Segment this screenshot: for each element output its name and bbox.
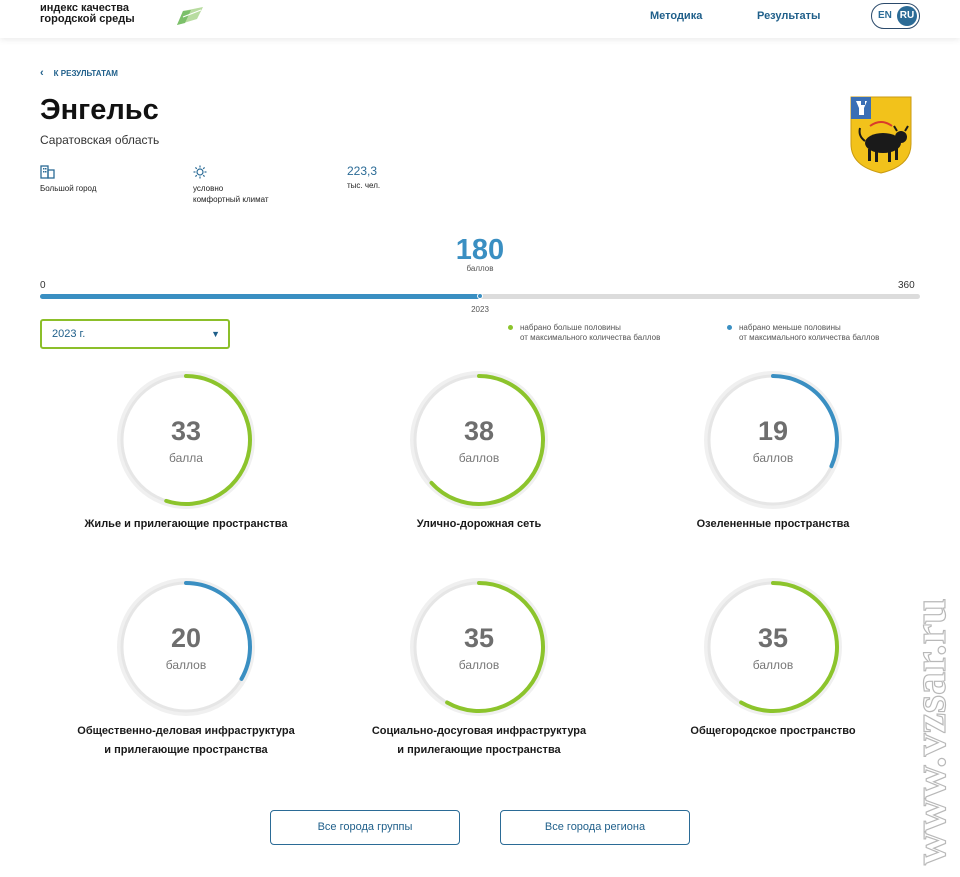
watermark: www.vzsar.ru [905,598,956,866]
category-label-line-1: Озелененные пространства [696,518,850,530]
top-header: индекс качества городской среды Методика… [0,0,960,38]
fact-city-size-label: Большой город [40,184,97,193]
legend-less-line-1: набрано меньше половины [739,323,841,332]
fact-population: 223,3 тыс. чел. [347,164,381,191]
category-label-line-1: Общегородское пространство [690,725,856,737]
city-title: Энгельс [40,94,159,126]
legend-less-than-half: набрано меньше половины от максимального… [727,323,879,343]
ring-arc [184,581,252,681]
legend-dot-blue [727,325,732,330]
category-label-business: Общественно-деловая инфраструктура и при… [46,722,326,760]
legend-dot-green [508,325,513,330]
legend-less-line-2: от максимального количества баллов [739,333,880,342]
category-label-citywide: Общегородское пространство [633,722,913,741]
logo-leaf-icon [177,7,203,25]
region-name: Саратовская область [40,133,160,147]
legend-more-line-2: от максимального количества баллов [520,333,661,342]
lang-ru[interactable]: RU [897,6,917,26]
category-ring-streets[interactable]: 38 баллов [409,370,549,510]
logo-line-1: индекс качества [40,2,129,14]
ring-arc [429,374,545,506]
fact-climate: условно комфортный климат [193,165,269,205]
building-icon [40,165,97,181]
category-label-green: Озелененные пространства [633,515,913,534]
logo-line-2: городской среды [40,13,135,25]
ring-gauge [410,578,548,716]
category-unit: баллов [165,658,207,672]
category-unit: баллов [458,451,500,465]
ring-gauge [117,578,255,716]
scale-min: 0 [40,280,46,291]
ring-arc [771,374,839,469]
ring-gauge [704,578,842,716]
ring-gauge [704,371,842,509]
chevron-left-icon: ‹ [40,67,44,79]
category-unit: баллов [752,658,794,672]
category-label-housing: Жилье и прилегающие пространства [46,515,326,534]
nav-results[interactable]: Результаты [757,10,821,22]
scale-max: 360 [898,280,915,291]
category-score: 38 [463,416,495,446]
caret-down-icon: ▼ [211,329,220,339]
category-ring-leisure[interactable]: 35 баллов [409,577,549,717]
category-ring-green[interactable]: 19 баллов [703,370,843,510]
all-group-cities-button[interactable]: Все города группы [270,810,460,845]
ring-gauge [410,371,548,509]
nav-method[interactable]: Методика [650,10,703,22]
population-unit: тыс. чел. [347,181,381,190]
category-score: 35 [463,623,495,653]
category-label-line-1: Жилье и прилегающие пространства [84,518,288,530]
category-score: 20 [170,623,202,653]
total-progress-bar [40,293,920,299]
category-label-line-1: Социально-досуговая инфраструктура [371,725,587,737]
fact-city-size: Большой город [40,165,97,194]
category-score: 35 [757,623,789,653]
category-ring-citywide[interactable]: 35 баллов [703,577,843,717]
ring-arc [164,374,252,506]
total-progress-fill [40,294,480,299]
ring-arc [445,581,545,713]
sun-icon [193,165,269,181]
category-score: 19 [757,416,789,446]
fact-climate-line-1: условно [193,184,224,193]
population-value: 223,3 [347,164,378,178]
city-emblem [850,96,912,174]
fact-climate-line-2: комфортный климат [193,195,269,204]
back-to-results-link[interactable]: ‹ К РЕЗУЛЬТАТАМ [40,67,118,79]
total-progress-marker [477,293,483,299]
category-label-line-1: Улично-дорожная сеть [416,518,542,530]
category-label-line-1: Общественно-деловая инфраструктура [77,725,295,737]
category-label-streets: Улично-дорожная сеть [339,515,619,534]
category-label-line-2: и прилегающие пространства [104,744,268,756]
lang-en[interactable]: EN [878,10,892,21]
category-unit: балла [169,451,203,465]
category-unit: баллов [458,658,500,672]
ring-gauge [117,371,255,509]
year-select[interactable]: 2023 г. ▼ [40,319,230,349]
category-ring-business[interactable]: 20 баллов [116,577,256,717]
progress-year-label: 2023 [471,305,489,314]
category-score: 33 [170,416,202,446]
all-region-cities-button[interactable]: Все города региона [500,810,690,845]
category-ring-housing[interactable]: 33 балла [116,370,256,510]
back-link-label: К РЕЗУЛЬТАТАМ [53,69,118,78]
total-score: 180 [455,234,505,266]
legend-more-line-1: набрано больше половины [520,323,621,332]
category-unit: баллов [752,451,794,465]
category-label-line-2: и прилегающие пространства [397,744,561,756]
watermark-text: www.vzsar.ru [905,598,955,865]
legend-more-than-half: набрано больше половины от максимального… [508,323,660,343]
category-label-leisure: Социально-досуговая инфраструктура и при… [339,722,619,760]
total-score-unit: баллов [466,264,494,273]
year-select-value: 2023 г. [52,328,86,340]
logo[interactable]: индекс качества городской среды [40,3,135,25]
ring-arc [739,581,839,713]
language-switch[interactable]: EN RU [871,3,920,29]
